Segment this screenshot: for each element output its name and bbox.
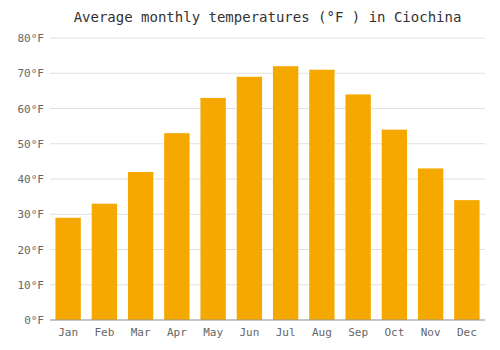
bar — [454, 200, 479, 320]
y-tick-label: 10°F — [18, 279, 45, 292]
x-axis-line — [50, 320, 485, 321]
bar — [92, 204, 117, 320]
x-tick-label: Nov — [421, 326, 441, 339]
grid-line — [50, 108, 485, 109]
grid-line — [50, 73, 485, 74]
x-tick-label: Mar — [131, 326, 151, 339]
y-tick-label: 60°F — [18, 103, 45, 116]
page: {"chart_data": {"type": "bar", "title": … — [0, 0, 500, 350]
x-tick-label: May — [203, 326, 223, 339]
bar — [382, 130, 407, 320]
x-tick-label: Jun — [239, 326, 259, 339]
bar — [164, 133, 189, 320]
x-tick-label: Dec — [457, 326, 477, 339]
grid-line — [50, 320, 485, 321]
chart-svg: Average monthly temperatures (°F ) in Ci… — [0, 0, 500, 350]
chart-container: Average monthly temperatures (°F ) in Ci… — [0, 0, 500, 350]
bar — [128, 172, 153, 320]
y-tick-label: 80°F — [18, 32, 45, 45]
y-axis: 0°F 10°F 20°F 30°F 40°F 50°F 60°F 70°F 80°F — [18, 32, 45, 327]
y-tick-label: 30°F — [18, 208, 45, 221]
bar — [200, 98, 225, 320]
y-tick-label: 20°F — [18, 244, 45, 257]
bar — [55, 218, 80, 320]
x-tick-label: Feb — [94, 326, 114, 339]
bars — [55, 66, 479, 320]
bar — [418, 168, 443, 320]
grid-line — [50, 38, 485, 39]
y-tick-label: 50°F — [18, 138, 45, 151]
bar — [237, 77, 262, 320]
x-tick-label: Oct — [384, 326, 404, 339]
title: Average monthly temperatures (°F ) in Ci… — [74, 9, 462, 25]
y-tick-label: 70°F — [18, 67, 45, 80]
x-tick-label: Jul — [276, 326, 296, 339]
x-tick-label: Apr — [167, 326, 187, 339]
x-axis: Jan Feb Mar Apr May Jun Jul Aug Sep Oct Nov Dec — [58, 326, 477, 339]
x-tick-label: Sep — [348, 326, 368, 339]
y-tick-label: 40°F — [18, 173, 45, 186]
y-tick-label: 0°F — [24, 314, 44, 327]
grid-line — [50, 143, 485, 144]
bar — [345, 94, 370, 320]
x-tick-label: Jan — [58, 326, 78, 339]
grid — [50, 38, 485, 320]
bar — [273, 66, 298, 320]
bar — [309, 70, 334, 320]
x-tick-label: Aug — [312, 326, 332, 339]
